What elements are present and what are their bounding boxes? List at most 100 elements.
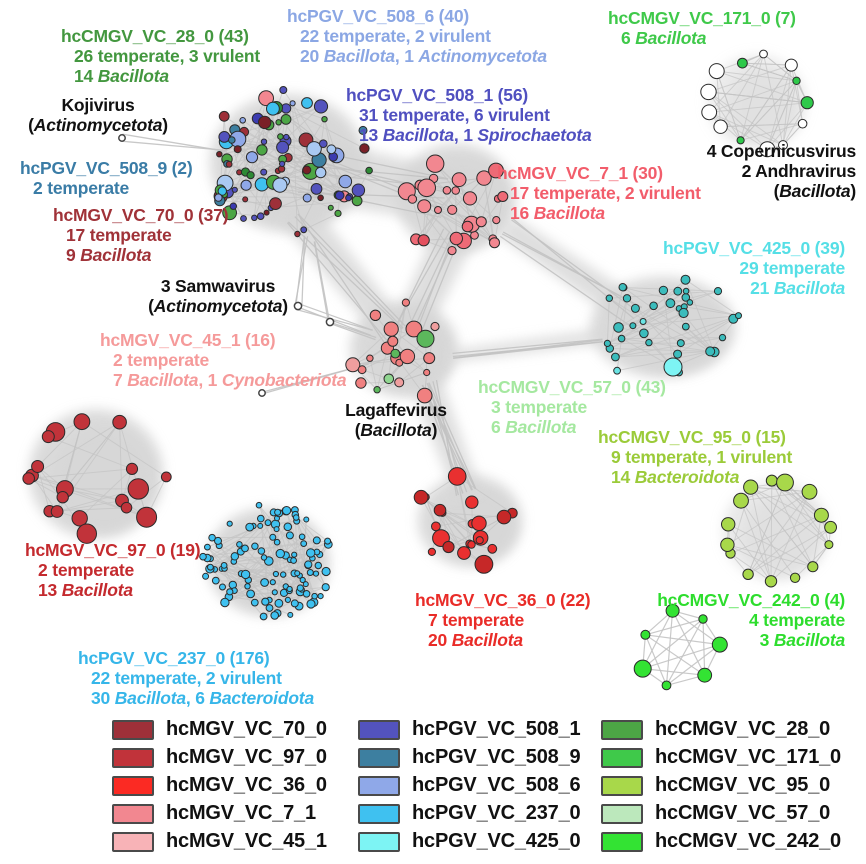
network-node	[416, 329, 435, 348]
network-node	[682, 287, 690, 295]
label-line: hcPGV_VC_508_6 (40)	[287, 6, 470, 26]
network-node	[426, 154, 445, 173]
network-node	[492, 216, 501, 225]
network-node	[759, 49, 768, 59]
label-line: 3 Samwavirus	[160, 276, 276, 296]
network-node	[629, 322, 637, 330]
legend-label: hcPGV_VC_508_1	[412, 718, 581, 740]
label-line: (Actinomycetota)	[28, 115, 168, 135]
network-node	[665, 603, 680, 618]
label-line: 4 temperate	[748, 610, 845, 630]
network-node	[260, 168, 268, 176]
network-node	[390, 348, 401, 359]
network-node	[311, 592, 318, 600]
label-line: hcMGV_VC_97_0 (19)	[25, 540, 201, 560]
network-node	[228, 136, 236, 144]
network-node	[279, 86, 288, 94]
label-line: 22 temperate, 2 virulent	[300, 26, 491, 46]
network-node	[474, 554, 494, 574]
network-node	[405, 320, 423, 338]
label-line: hcMGV_VC_70_0 (37)	[53, 205, 229, 225]
network-node	[605, 294, 613, 302]
network-node	[269, 197, 282, 211]
network-node	[160, 471, 172, 483]
network-node	[258, 115, 272, 130]
network-node	[743, 479, 759, 495]
legend-swatch	[112, 747, 154, 768]
network-node	[633, 659, 652, 678]
legend-item: hcMGV_VC_7_1	[112, 802, 327, 824]
network-node	[442, 540, 455, 554]
network-node	[261, 597, 270, 606]
label-line: 16 Bacillota	[510, 203, 605, 223]
label-line: 2 temperate	[33, 178, 130, 198]
network-node	[218, 110, 230, 122]
network-node	[417, 178, 437, 198]
label-line: 13 Bacillota	[38, 580, 133, 600]
network-node	[207, 563, 214, 571]
network-node	[351, 183, 366, 197]
legend-label: hcMGV_VC_97_0	[166, 746, 327, 768]
legend-swatch	[358, 719, 400, 740]
network-node	[136, 506, 158, 528]
network-node	[265, 604, 274, 612]
network-node	[272, 177, 288, 193]
network-node	[269, 579, 276, 586]
network-node	[497, 191, 509, 202]
network-node	[496, 509, 512, 525]
network-node	[220, 562, 228, 569]
network-node	[314, 561, 322, 570]
network-node	[270, 611, 280, 620]
network-node	[317, 194, 324, 202]
legend-label: hcMGV_VC_70_0	[166, 718, 327, 740]
network-node	[264, 519, 272, 527]
network-node	[721, 517, 736, 532]
network-node	[462, 191, 478, 206]
network-node	[214, 536, 222, 545]
label-line: 30 Bacillota, 6 Bacteroidota	[91, 688, 314, 708]
network-node	[697, 667, 713, 683]
label-mgv-36: hcMGV_VC_36_0 (22) 7 temperate 20 Bacillot…	[415, 590, 591, 650]
network-node	[240, 569, 251, 580]
legend-label: hcPGV_VC_508_9	[412, 746, 581, 768]
label-line: 2 temperate	[113, 350, 210, 370]
label-line: Kojivirus	[61, 95, 135, 115]
network-node	[257, 522, 264, 529]
network-node	[639, 328, 649, 339]
legend-swatch	[601, 719, 643, 740]
legend-label: hcMGV_VC_7_1	[166, 802, 316, 824]
label-line: hcCMGV_VC_171_0 (7)	[608, 8, 796, 28]
network-node	[487, 543, 498, 554]
label-line: 17 temperate, 2 virulent	[510, 183, 701, 203]
network-node	[299, 576, 306, 584]
label-line: 9 temperate, 1 virulent	[611, 447, 793, 467]
network-node	[220, 597, 230, 608]
network-node	[276, 140, 290, 154]
network-node	[284, 596, 291, 604]
network-node	[475, 216, 487, 228]
network-node	[286, 585, 293, 593]
network-node	[658, 285, 669, 296]
network-node	[258, 90, 275, 107]
label-line: 9 Bacillota	[66, 245, 152, 265]
legend-label: hcCMGV_VC_95_0	[655, 774, 831, 796]
network-node	[31, 460, 45, 473]
label-line: hcPGV_VC_237_0 (176)	[78, 648, 270, 668]
network-node	[431, 521, 441, 532]
legend-item: hcPGV_VC_508_6	[358, 774, 581, 796]
network-node	[784, 58, 798, 72]
network-node	[230, 552, 240, 561]
network-node	[302, 165, 312, 175]
label-copernicus: 4 Copernicusvirus 2 Andhravirus (Bacillota…	[707, 141, 856, 201]
label-line: 14 Bacillota	[74, 66, 169, 86]
label-line: 31 temperate, 6 virulent	[359, 105, 550, 125]
network-node	[301, 97, 313, 109]
label-line: (Bacillota)	[773, 181, 857, 201]
network-node	[22, 472, 36, 485]
network-node	[681, 322, 690, 331]
network-node	[399, 348, 416, 365]
label-pgv-237: hcPGV_VC_237_0 (176) 22 temperate, 2 viru…	[78, 648, 314, 708]
network-node	[266, 101, 280, 116]
network-node	[345, 357, 361, 373]
